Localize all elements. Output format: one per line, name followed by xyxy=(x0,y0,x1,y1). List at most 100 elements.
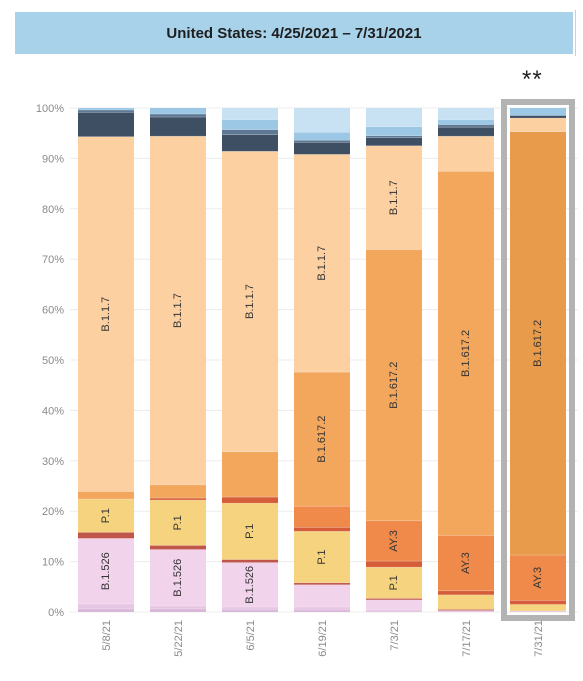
axes: 0% 10% 20% 30% 40% 50% 60% 70% 80% 90% 100% 5/8/21 5… xyxy=(36,103,545,657)
bar-segment[interactable] xyxy=(222,451,278,498)
bar-segment[interactable] xyxy=(438,590,494,595)
bar-segment[interactable] xyxy=(438,124,494,128)
bar-segment[interactable] xyxy=(294,132,350,141)
bar-segment[interactable] xyxy=(366,126,422,136)
bar-segment-B.1.617.2[interactable] xyxy=(510,131,566,556)
bar-segment[interactable] xyxy=(222,119,278,130)
bar-segment[interactable] xyxy=(438,609,494,611)
bar-segment[interactable] xyxy=(150,498,206,501)
bar-segment[interactable] xyxy=(510,118,566,132)
bar-segment[interactable] xyxy=(294,606,350,610)
bar-segment[interactable] xyxy=(222,606,278,610)
bar-segment[interactable] xyxy=(150,114,206,118)
bar-segment-B.1.1.7[interactable] xyxy=(294,154,350,373)
bar-segment[interactable] xyxy=(78,108,134,111)
bar-segment[interactable] xyxy=(150,545,206,550)
bar-segment[interactable] xyxy=(78,491,134,500)
bar-segment[interactable] xyxy=(222,559,278,563)
bar-segment[interactable] xyxy=(366,598,422,600)
bar-segment[interactable] xyxy=(78,608,134,612)
bar-segment-B.1.1.7[interactable] xyxy=(150,136,206,485)
bar-segment[interactable] xyxy=(150,484,206,499)
bar-segment-P.1[interactable] xyxy=(294,531,350,583)
bar-segment-B.1.1.7[interactable] xyxy=(222,151,278,452)
bar-6/5/21[interactable] xyxy=(222,108,278,612)
bar-segment[interactable] xyxy=(294,527,350,532)
bar-segment[interactable] xyxy=(150,605,206,609)
bar-segment[interactable] xyxy=(78,110,134,113)
bar-segment-P.1[interactable] xyxy=(78,499,134,533)
bar-segment[interactable] xyxy=(294,142,350,155)
bar-segment-B.1.526[interactable] xyxy=(150,549,206,606)
bar-segment[interactable] xyxy=(366,135,422,138)
bar-segment-P.1[interactable] xyxy=(222,503,278,560)
y-tick-label: 70% xyxy=(42,254,64,266)
bar-segment[interactable] xyxy=(438,594,494,610)
bar-segment[interactable] xyxy=(366,108,422,127)
segment-label: AY.3 xyxy=(532,567,544,589)
bar-segment[interactable] xyxy=(510,108,566,116)
bar-segment-AY.3[interactable] xyxy=(510,555,566,601)
bar-segment[interactable] xyxy=(78,532,134,539)
bar-segment[interactable] xyxy=(222,108,278,120)
bar-segment[interactable] xyxy=(150,108,206,115)
bar-segment-B.1.526[interactable] xyxy=(222,562,278,607)
bar-7/17/21[interactable] xyxy=(438,108,494,612)
bar-segment-P.1[interactable] xyxy=(366,567,422,599)
segment-label: P.1 xyxy=(100,508,112,523)
bar-5/8/21[interactable] xyxy=(78,108,134,612)
bar-segment[interactable] xyxy=(294,506,350,528)
bar-segment[interactable] xyxy=(222,134,278,152)
bar-segment[interactable] xyxy=(150,608,206,612)
y-tick-label: 100% xyxy=(36,103,64,115)
bar-6/19/21[interactable] xyxy=(294,108,350,612)
bar-segment[interactable] xyxy=(78,112,134,137)
bar-segment-B.1.1.7[interactable] xyxy=(366,145,422,250)
bar-segment[interactable] xyxy=(366,609,422,612)
segment-label: B.1.1.7 xyxy=(172,293,184,328)
segment-label: B.1.617.2 xyxy=(388,362,400,409)
nowcast-marker: ** xyxy=(522,66,543,93)
bar-segment[interactable] xyxy=(222,609,278,612)
segment-label: P.1 xyxy=(172,515,184,530)
bar-segment[interactable] xyxy=(294,582,350,585)
bar-segment-B.1.526[interactable] xyxy=(78,538,134,604)
bar-segment[interactable] xyxy=(510,115,566,119)
bar-segment[interactable] xyxy=(438,610,494,612)
bar-segment-P.1[interactable] xyxy=(150,500,206,546)
bar-segment-AY.3[interactable] xyxy=(438,535,494,591)
bar-segment[interactable] xyxy=(510,600,566,605)
bar-segment[interactable] xyxy=(510,610,566,612)
segment-label: B.1.617.2 xyxy=(460,330,472,377)
bar-segment[interactable] xyxy=(294,609,350,612)
segment-label: B.1.526 xyxy=(244,566,256,604)
bar-segment[interactable] xyxy=(510,604,566,611)
bar-segment[interactable] xyxy=(366,561,422,568)
bar-segment[interactable] xyxy=(150,117,206,137)
bar-segment-AY.3[interactable] xyxy=(366,520,422,562)
bar-segment[interactable] xyxy=(294,140,350,143)
bar-5/22/21[interactable] xyxy=(150,108,206,612)
bar-segment-B.1.1.7[interactable] xyxy=(78,136,134,492)
chart-header: United States: 4/25/2021 – 7/31/2021 xyxy=(15,12,573,54)
bar-segment[interactable] xyxy=(438,136,494,172)
bar-segment-B.1.617.2[interactable] xyxy=(438,171,494,536)
bar-segment-B.1.617.2[interactable] xyxy=(294,372,350,507)
x-tick-label: 6/19/21 xyxy=(317,620,329,657)
bar-7/3/21[interactable] xyxy=(366,108,422,612)
segment-label: P.1 xyxy=(316,550,328,565)
bar-segment[interactable] xyxy=(366,599,422,610)
bar-segment[interactable] xyxy=(294,108,350,133)
bar-7/31/21[interactable] xyxy=(510,108,566,612)
bar-segment[interactable] xyxy=(222,129,278,135)
bar-segment[interactable] xyxy=(78,603,134,609)
bar-segment[interactable] xyxy=(438,127,494,137)
bar-segment[interactable] xyxy=(366,137,422,146)
bar-segment[interactable] xyxy=(438,108,494,120)
bar-segment[interactable] xyxy=(438,119,494,125)
bar-segment[interactable] xyxy=(294,584,350,607)
bar-segment[interactable] xyxy=(222,497,278,504)
x-tick-label: 5/22/21 xyxy=(173,620,185,657)
segment-label: B.1.526 xyxy=(100,552,112,590)
bar-segment-B.1.617.2[interactable] xyxy=(366,249,422,521)
